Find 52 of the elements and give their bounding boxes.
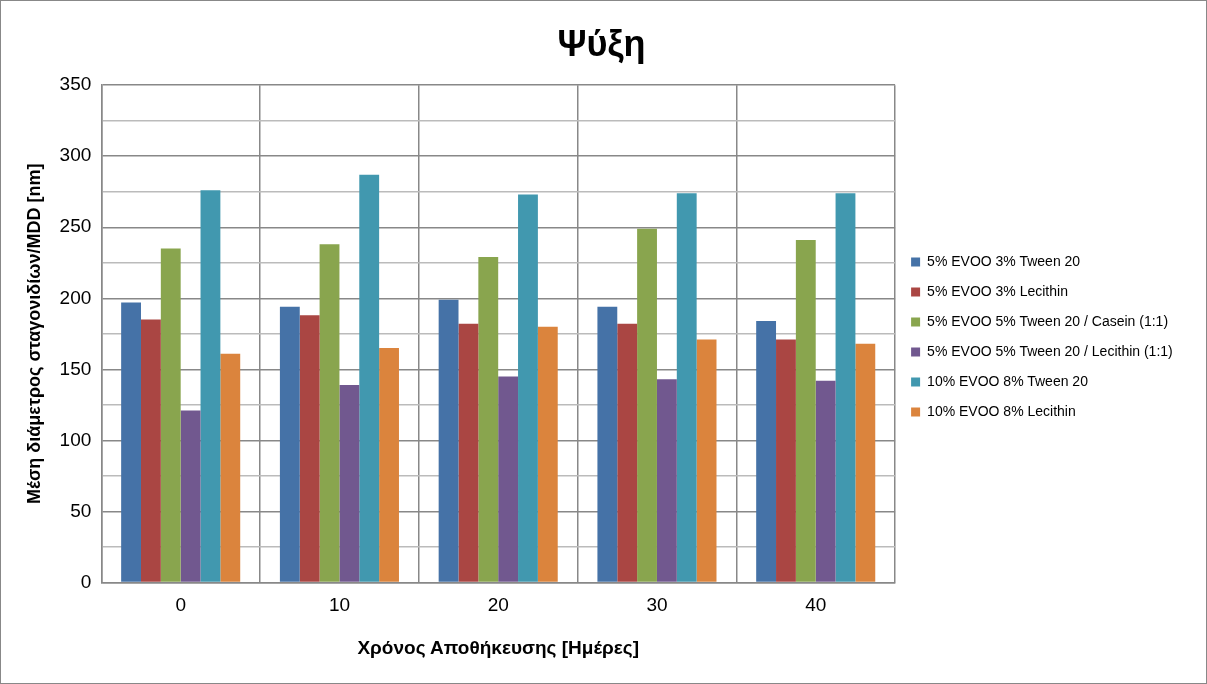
- bar: [140, 319, 161, 582]
- x-tick-label: 10: [328, 594, 351, 616]
- bar: [160, 248, 181, 582]
- bar: [597, 306, 618, 582]
- bar: [379, 348, 399, 582]
- y-tick-label: 0: [80, 570, 92, 592]
- bar: [339, 384, 360, 582]
- x-tick-label: 20: [487, 594, 509, 616]
- bar: [279, 306, 300, 582]
- bar: [835, 193, 856, 582]
- bar: [180, 410, 201, 582]
- x-tick-label: 40: [805, 594, 827, 616]
- bar: [458, 323, 479, 582]
- bar: [518, 194, 538, 582]
- y-tick-label: 300: [59, 144, 92, 166]
- bar: [319, 244, 340, 582]
- legend-label: 10% EVOO 8% Tween 20: [927, 372, 1089, 389]
- bar: [220, 353, 241, 582]
- y-axis-title: Μέση διάμετρος σταγονιδίων/MDD [nm]: [23, 163, 44, 505]
- bar: [537, 326, 558, 582]
- legend-label: 10% EVOO 8% Lecithin: [927, 402, 1076, 419]
- bar: [121, 302, 141, 582]
- bar: [299, 315, 320, 582]
- y-tick-label: 350: [59, 73, 92, 95]
- y-tick-label: 200: [59, 286, 92, 308]
- x-tick-label: 30: [646, 594, 668, 616]
- bar: [478, 257, 499, 582]
- bar: [696, 339, 717, 582]
- legend-label: 5% EVOO 5% Tween 20 / Lecithin (1:1): [927, 342, 1173, 359]
- bar: [359, 174, 380, 582]
- bar: [617, 323, 638, 582]
- legend-label: 5% EVOO 3% Tween 20: [927, 252, 1081, 269]
- bar: [776, 339, 796, 582]
- x-axis-title: Χρόνος Αποθήκευσης [Ημέρες]: [357, 636, 639, 658]
- bar: [656, 379, 677, 582]
- bar: [815, 380, 836, 582]
- bar: [200, 190, 221, 582]
- bar: [855, 343, 876, 582]
- y-tick-label: 250: [59, 215, 92, 237]
- y-tick-label: 100: [59, 428, 92, 450]
- bar: [498, 376, 519, 582]
- y-tick-label: 50: [70, 499, 92, 521]
- bar: [676, 193, 697, 582]
- y-tick-label: 150: [59, 357, 92, 379]
- bar: [637, 228, 657, 582]
- bar: [795, 240, 816, 582]
- bar: [756, 321, 777, 582]
- x-tick-label: 0: [175, 594, 186, 616]
- chart-title: Ψύξη: [557, 22, 646, 64]
- legend-label: 5% EVOO 5% Tween 20 / Casein (1:1): [927, 312, 1169, 329]
- bar: [438, 299, 459, 582]
- legend-label: 5% EVOO 3% Lecithin: [927, 282, 1068, 299]
